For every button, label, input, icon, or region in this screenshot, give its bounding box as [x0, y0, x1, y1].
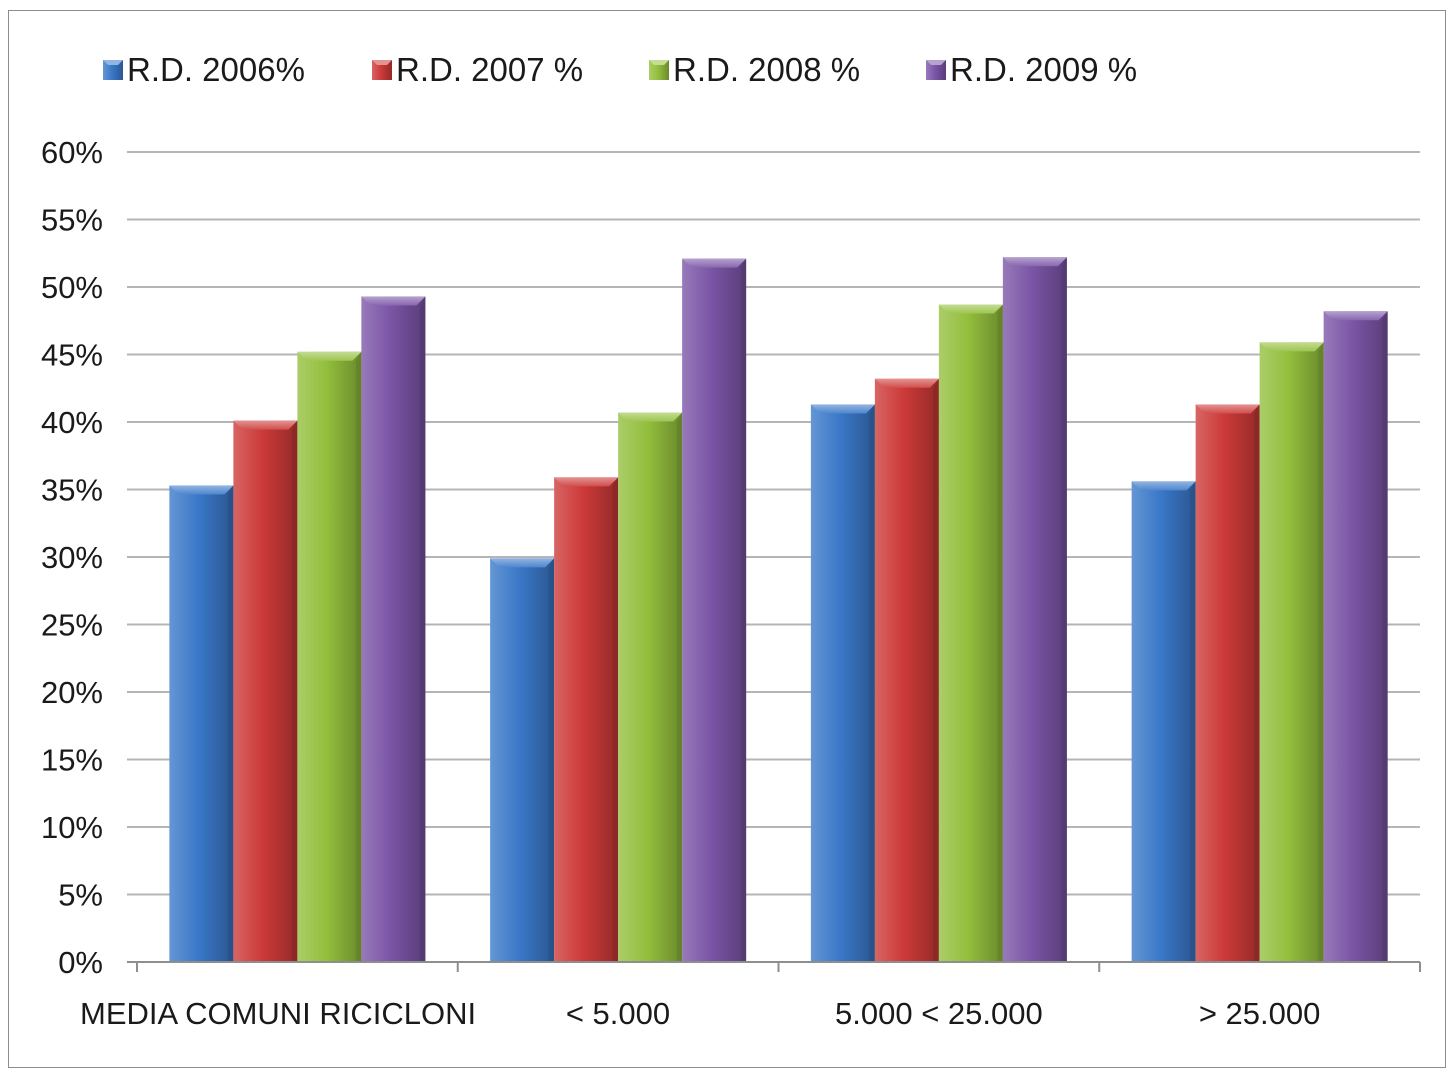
bar [297, 351, 362, 962]
legend-label: R.D. 2009 % [950, 51, 1137, 88]
bar [1002, 257, 1067, 962]
y-tick-label: 60% [41, 135, 103, 170]
y-tick-label: 55% [41, 203, 103, 238]
bar [1323, 311, 1388, 962]
bar [1131, 481, 1196, 962]
bar [810, 404, 875, 962]
legend-item: R.D. 2009 % [926, 51, 1137, 88]
bar [1259, 342, 1324, 963]
y-axis-ticks: 0% 5% 10% 15% 20% 25% 30% 35% 40% 45% 50% 55% 60% [41, 135, 103, 980]
x-axis [127, 961, 1421, 972]
x-axis-categories: MEDIA COMUNI RICICLONI < 5.000 5.000 < 25.… [80, 996, 1320, 1031]
bar [169, 485, 234, 962]
y-tick-label: 15% [41, 743, 103, 778]
bar [682, 258, 747, 962]
x-category-label: > 25.000 [1199, 996, 1321, 1031]
y-tick-label: 50% [41, 270, 103, 305]
bar [938, 304, 1003, 962]
bar [874, 378, 939, 962]
bar [618, 412, 683, 962]
legend-item: R.D. 2006% [103, 51, 305, 88]
bar [554, 477, 619, 962]
y-tick-label: 30% [41, 540, 103, 575]
bar [361, 296, 426, 962]
legend-item: R.D. 2008 % [649, 51, 860, 88]
legend-label: R.D. 2007 % [396, 51, 583, 88]
legend-item: R.D. 2007 % [372, 51, 583, 88]
y-tick-label: 25% [41, 608, 103, 643]
bars [169, 257, 1388, 963]
x-category-label: MEDIA COMUNI RICICLONI [80, 996, 476, 1031]
y-tick-label: 20% [41, 675, 103, 710]
legend: R.D. 2006% R.D. 2007 % R.D. 2008 % R.D. 200… [103, 51, 1137, 88]
y-tick-label: 45% [41, 338, 103, 373]
bar [233, 420, 298, 962]
y-tick-label: 10% [41, 810, 103, 845]
x-category-label: 5.000 < 25.000 [835, 996, 1043, 1031]
legend-label: R.D. 2006% [127, 51, 305, 88]
bar [490, 558, 555, 962]
y-tick-label: 5% [58, 878, 103, 913]
y-tick-label: 35% [41, 473, 103, 508]
x-category-label: < 5.000 [566, 996, 670, 1031]
legend-label: R.D. 2008 % [673, 51, 860, 88]
bar [1195, 404, 1260, 962]
y-tick-label: 0% [58, 945, 103, 980]
y-tick-label: 40% [41, 405, 103, 440]
